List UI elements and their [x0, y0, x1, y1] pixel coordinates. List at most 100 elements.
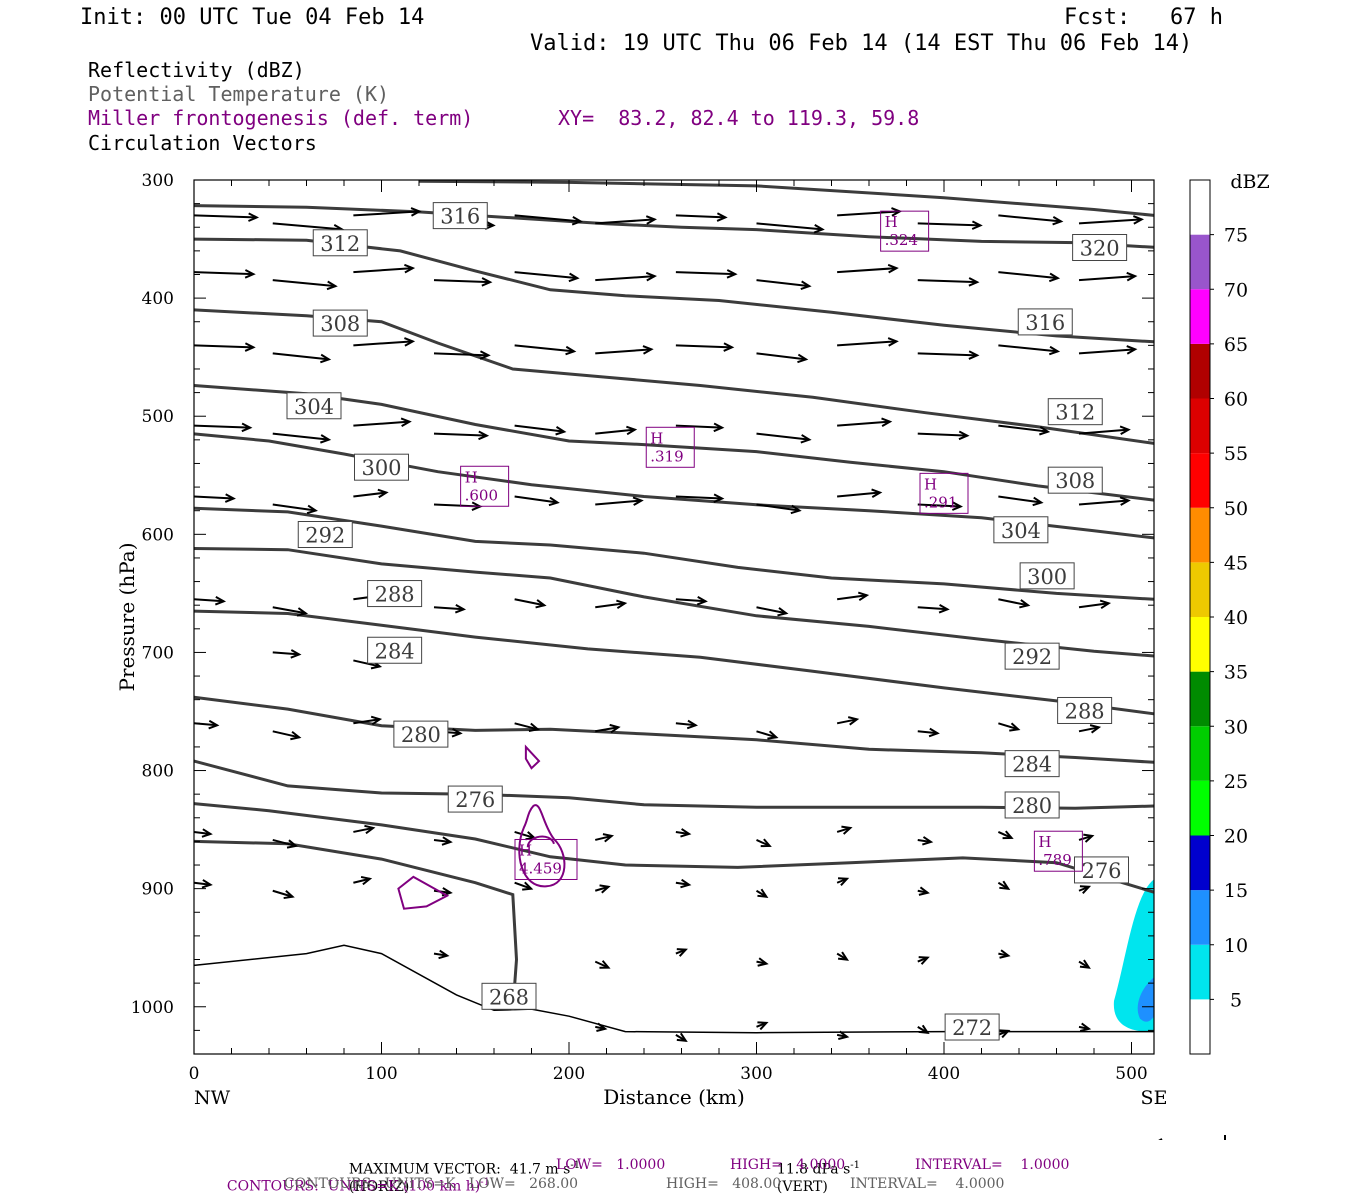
colorbar-label: 5	[1230, 989, 1242, 1011]
max-vector-horiz: (HORIZ)	[348, 1178, 410, 1195]
vector-shaft	[514, 495, 558, 504]
circulation-vector	[272, 279, 338, 291]
frontogenesis-max-symbol: H	[924, 475, 937, 493]
theta-label: 280	[393, 720, 449, 748]
theta-label-box	[1047, 466, 1103, 494]
vector-shaft	[1078, 499, 1129, 506]
circulation-vector	[595, 599, 628, 610]
vector-head	[887, 337, 899, 347]
vector-shaft	[917, 606, 948, 611]
vector-shaft	[353, 826, 374, 833]
vector-shaft	[514, 424, 565, 433]
circulation-vector	[756, 606, 789, 617]
colorbar-label: 25	[1224, 771, 1248, 793]
vector-shaft	[514, 271, 578, 280]
vector-shaft	[353, 877, 371, 884]
vector-shaft	[193, 495, 234, 500]
circulation-vector	[514, 214, 583, 226]
reflectivity-10dbz	[1137, 977, 1154, 1022]
circulation-vector	[193, 493, 236, 503]
theta-label-box	[481, 982, 537, 1010]
theta-label: 268	[481, 982, 537, 1010]
theta-contour-line	[193, 802, 1155, 894]
vector-head	[244, 342, 256, 352]
vector-head	[726, 269, 738, 279]
frontogenesis-max-symbol: H	[650, 429, 663, 447]
circulation-vector	[1078, 271, 1138, 282]
vector-head	[201, 879, 213, 889]
circulation-vector	[514, 722, 540, 732]
vector-shaft	[998, 722, 1019, 731]
colorbar-label: 50	[1224, 498, 1248, 520]
vector-head	[696, 596, 708, 606]
circulation-vector	[193, 828, 213, 838]
vector-head	[1089, 724, 1102, 734]
vector-shaft	[272, 838, 297, 847]
circulation-vector	[917, 1024, 930, 1035]
vector-head	[1002, 830, 1014, 840]
vector-head	[1079, 959, 1091, 969]
frontogenesis-contour	[524, 744, 541, 770]
vector-shaft	[193, 271, 254, 276]
vector-shaft	[514, 881, 532, 890]
x-tick-label: 500	[1115, 1064, 1147, 1084]
y-tick-label: 500	[142, 407, 174, 427]
theta-contour-line	[193, 609, 1155, 716]
theta-contour-line	[193, 384, 1155, 502]
vector-shaft	[595, 348, 652, 355]
vector-head	[400, 417, 412, 427]
circulation-vector	[1078, 959, 1091, 969]
circulation-vector	[998, 424, 1051, 436]
frontogenesis-max: H.319	[645, 426, 695, 468]
vector-shaft	[675, 722, 696, 727]
circulation-vector	[997, 880, 1011, 890]
max-vector-text: MAXIMUM VECTOR: 41.7 m s	[348, 1161, 571, 1178]
vector-head	[676, 948, 688, 957]
circulation-vector	[837, 417, 893, 427]
circulation-vector	[433, 350, 491, 360]
vector-head	[813, 224, 825, 234]
vector-shaft	[675, 598, 706, 603]
vector-shaft	[756, 432, 810, 441]
reference-vector-head	[1158, 1138, 1163, 1140]
circulation-vector	[1078, 496, 1131, 506]
vector-head	[1119, 425, 1131, 436]
vector-shaft	[433, 838, 451, 843]
theta-labels: 316 312 308 304 320 300 292 288 284 280 276 272 268 3…	[286, 202, 1129, 1041]
circulation-vector	[595, 345, 654, 355]
x-tick-label: 200	[553, 1064, 585, 1084]
vector-head	[296, 607, 309, 617]
theta-label: 308	[312, 309, 368, 337]
theta-label: 300	[1019, 562, 1075, 590]
circulation-vector	[272, 432, 332, 444]
x-axis: 0 100 200 300 400 500 NW SE Distance (km)	[189, 180, 1168, 1109]
vector-head	[645, 271, 657, 282]
footer-interval-black: INTERVAL= 4.0000	[850, 1176, 1005, 1192]
overlay-theta: Potential Temperature (K)	[88, 82, 390, 106]
theta-label: 288	[367, 580, 423, 608]
vector-head	[404, 263, 416, 274]
x-end-label-se: SE	[1141, 1087, 1168, 1109]
vector-shaft	[837, 267, 897, 274]
x-tick-label: 100	[365, 1064, 397, 1084]
vector-shaft	[675, 344, 733, 349]
vector-shaft	[756, 503, 800, 512]
vector-head	[837, 951, 850, 961]
frontogenesis-contour	[526, 835, 555, 848]
cross-section-plot: 3163123083043203002922882842802762722683…	[115, 171, 1270, 1140]
circulation-vector	[675, 878, 692, 889]
colorbar-band	[1190, 671, 1210, 727]
vector-shaft	[595, 602, 626, 609]
footer-contours-black: CONTOURS: UNITS=K LOW= 268.00	[284, 1176, 579, 1192]
vector-head	[632, 496, 644, 506]
theta-label-box	[297, 521, 353, 549]
vector-head	[410, 207, 422, 217]
terrain-surface-line	[193, 944, 1154, 1034]
vector-shaft	[675, 214, 726, 219]
circulation-vector	[193, 269, 256, 279]
circulation-vector	[595, 1022, 608, 1032]
vector-head	[208, 719, 220, 730]
circulation-vector	[836, 716, 860, 726]
circulation-vector	[837, 337, 899, 347]
circulation-vector	[836, 1030, 850, 1040]
